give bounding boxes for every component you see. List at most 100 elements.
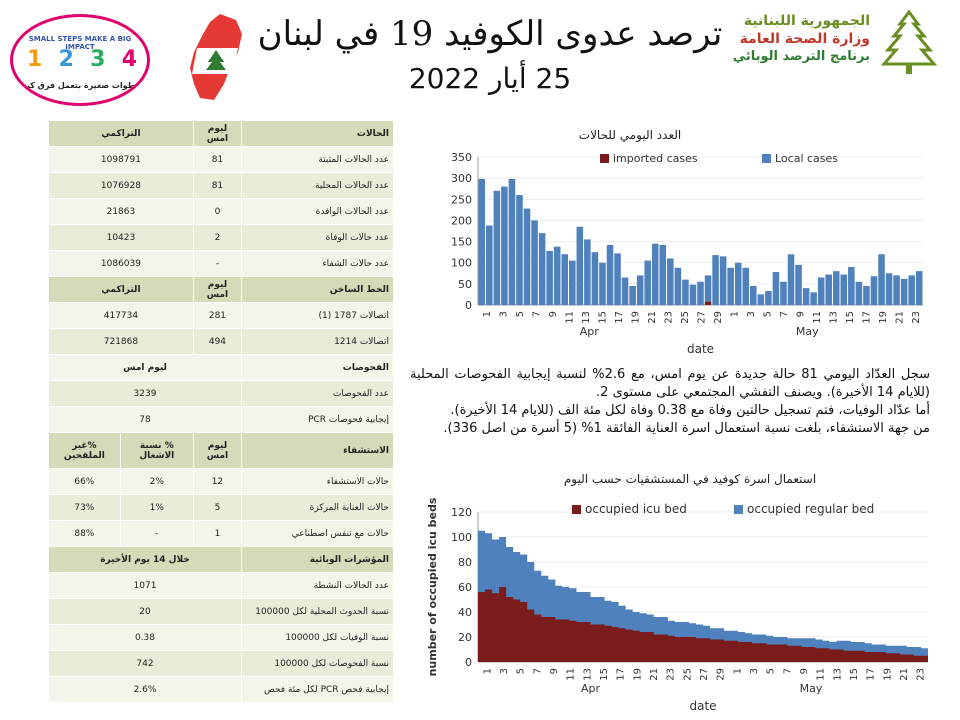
bar-local bbox=[780, 281, 787, 305]
row-label: نسبة الوفيات لكل 100000 bbox=[241, 624, 394, 651]
x-tick-label: 29 bbox=[713, 311, 724, 324]
cell: 1% bbox=[119, 494, 194, 521]
bar-local bbox=[561, 254, 569, 305]
bar-local bbox=[606, 244, 614, 305]
table-row: حالات العناية المركزة 5 1% 73% bbox=[48, 494, 394, 521]
y-tick-label: 50 bbox=[458, 278, 472, 291]
cell: 1098791 bbox=[48, 146, 194, 173]
x-tick-label: 3 bbox=[749, 668, 760, 674]
row-label: نسبة الحدوث المحلية لكل 100000 bbox=[241, 598, 394, 625]
cell: 417734 bbox=[48, 302, 194, 329]
legend-swatch-local bbox=[762, 154, 771, 163]
cell: 3239 bbox=[48, 380, 242, 407]
y-tick-label: 60 bbox=[458, 581, 472, 594]
header-cell: الفحوصات bbox=[241, 354, 394, 381]
x-tick-label: 27 bbox=[697, 311, 708, 324]
cell: 1076928 bbox=[48, 172, 194, 199]
step-4: 4 bbox=[121, 47, 137, 72]
table-row: عدد الحالات المحلية 81 1076928 bbox=[48, 172, 394, 199]
row-label: عدد الحالات النشطة bbox=[241, 572, 394, 599]
step-3: 3 bbox=[90, 47, 106, 72]
cell: - bbox=[192, 250, 243, 277]
table-row: عدد حالات الوفاة 2 10423 bbox=[48, 224, 394, 251]
bar-local bbox=[682, 279, 689, 305]
row-label: إيجابية فحص PCR لكل مئة فحص bbox=[241, 676, 394, 703]
cell: 0 bbox=[192, 198, 243, 225]
cell: 2% bbox=[119, 468, 194, 495]
cell: 1 bbox=[192, 520, 243, 547]
table-row: نسبة الفحوصات لكل 100000 742 bbox=[48, 650, 394, 677]
x-tick-label: 11 bbox=[812, 311, 823, 324]
bar-local bbox=[750, 285, 757, 305]
table-header-tests: الفحوصات ليوم امس bbox=[48, 354, 394, 381]
bar-local bbox=[704, 275, 712, 302]
cell: 494 bbox=[192, 328, 243, 355]
lebanon-flag-map-icon bbox=[190, 14, 242, 100]
bar-local bbox=[501, 186, 508, 305]
bar-local bbox=[863, 285, 870, 305]
month-label: May bbox=[800, 682, 823, 695]
ministry-name: الجمهورية اللبنانية وزارة الصحة العامة ب… bbox=[700, 12, 870, 66]
header-cell: الاستشفاء bbox=[241, 432, 394, 469]
campaign-slogan-ar: خطوات صغيرة بتعمل فرق كبير bbox=[18, 81, 142, 90]
row-label: اتصالات 1214 bbox=[241, 328, 394, 355]
x-tick-label: 13 bbox=[581, 311, 592, 324]
bar-local bbox=[870, 276, 878, 305]
x-tick-label: 17 bbox=[866, 668, 877, 681]
header-cell: ليوم امس bbox=[48, 354, 242, 381]
x-tick-label: 29 bbox=[716, 668, 727, 681]
table-row: اتصالات 1214 494 721868 bbox=[48, 328, 394, 355]
legend-swatch-imported bbox=[600, 154, 609, 163]
cedar-tree-icon bbox=[880, 10, 938, 74]
cell: 721868 bbox=[48, 328, 194, 355]
cell: 66% bbox=[48, 468, 121, 495]
x-tick-label: 9 bbox=[548, 311, 559, 317]
x-tick-label: 17 bbox=[614, 311, 625, 324]
y-tick-label: 20 bbox=[458, 631, 472, 644]
x-tick-label: 19 bbox=[631, 311, 642, 324]
bar-local bbox=[878, 254, 885, 305]
bar-local bbox=[486, 225, 493, 305]
x-tick-label: 21 bbox=[899, 668, 910, 681]
bar-local bbox=[644, 260, 651, 305]
y-tick-label: 80 bbox=[458, 556, 472, 569]
page-title: ترصد عدوى الكوفيد 19 في لبنان bbox=[257, 14, 723, 54]
bar-local bbox=[712, 255, 719, 305]
bar-local bbox=[802, 288, 810, 305]
table-header-hotline: الخط الساخن ليوم امس التراكمي bbox=[48, 276, 394, 303]
header-cell: %غير الملقحين bbox=[48, 432, 121, 469]
bar-local bbox=[772, 272, 780, 305]
bar-local bbox=[674, 267, 682, 305]
x-tick-label: 3 bbox=[746, 311, 757, 317]
x-tick-label: 17 bbox=[616, 668, 627, 681]
x-tick-label: 15 bbox=[598, 311, 609, 324]
table-row: إيجابية فحص PCR لكل مئة فحص 2.6% bbox=[48, 676, 394, 703]
bar-local bbox=[832, 271, 840, 305]
bar-local bbox=[614, 253, 621, 305]
y-tick-label: 120 bbox=[451, 506, 472, 519]
bar-local bbox=[848, 266, 855, 305]
legend-swatch-icu bbox=[572, 505, 581, 514]
cell: 0.38 bbox=[48, 624, 242, 651]
summary-text: سجل العدّاد اليومي 81 حالة جديدة عن يوم … bbox=[410, 366, 930, 438]
x-tick-label: 3 bbox=[499, 311, 510, 317]
x-tick-label: 1 bbox=[732, 668, 743, 674]
x-tick-label: 5 bbox=[516, 668, 527, 674]
x-tick-label: 5 bbox=[766, 668, 777, 674]
row-label: عدد حالات الوفاة bbox=[241, 224, 394, 251]
x-tick-label: 11 bbox=[566, 668, 577, 681]
bar-local bbox=[659, 244, 667, 305]
bar-local bbox=[697, 281, 704, 305]
cell: 1086039 bbox=[48, 250, 194, 277]
x-tick-label: 9 bbox=[549, 668, 560, 674]
y-tick-label: 100 bbox=[451, 257, 472, 270]
campaign-logo: SMALL STEPS MAKE A BIG IMPACT 1 2 3 4 خط… bbox=[10, 14, 150, 106]
bar-local bbox=[855, 281, 863, 305]
x-tick-label: 11 bbox=[565, 311, 576, 324]
table-row: حالات الاستشفاء 12 2% 66% bbox=[48, 468, 394, 495]
cell: 12 bbox=[192, 468, 243, 495]
x-tick-label: 21 bbox=[649, 668, 660, 681]
x-tick-label: 5 bbox=[515, 311, 526, 317]
